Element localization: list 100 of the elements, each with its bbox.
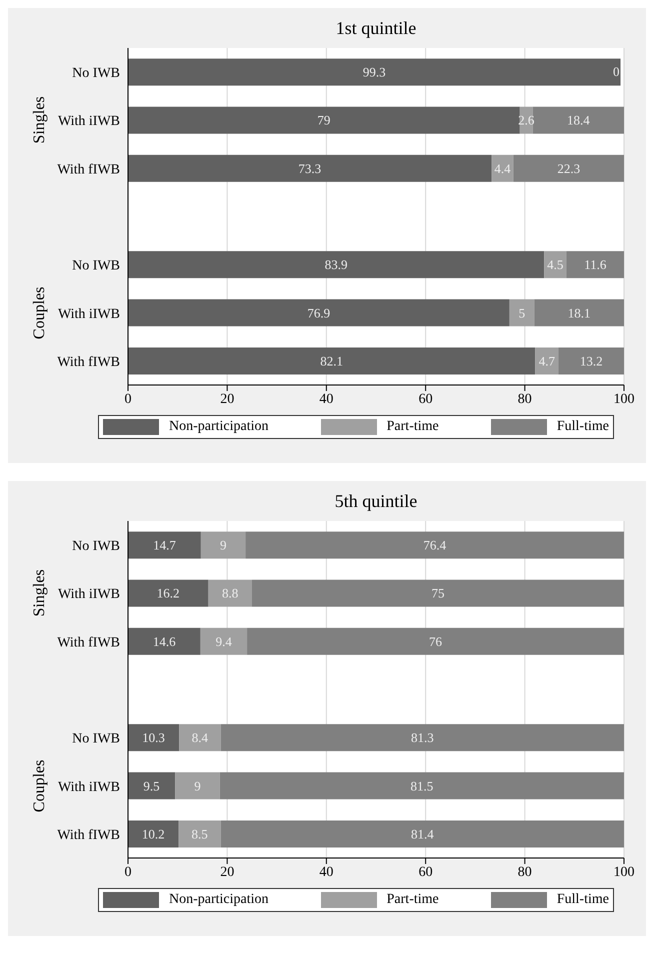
y-tick-label: With fIWB — [57, 635, 120, 650]
y-tick-label: No IWB — [72, 539, 120, 554]
bar — [128, 580, 208, 607]
x-tick-label: 40 — [319, 864, 334, 880]
y-tick-label: With fIWB — [57, 162, 120, 178]
y-tick-label: No IWB — [72, 66, 120, 82]
chart-title: 5th quintile — [334, 491, 418, 512]
bar — [566, 251, 624, 278]
text: Couples — [31, 760, 49, 812]
bar — [175, 772, 220, 800]
bar — [128, 58, 621, 86]
data-label: 81.3 — [411, 730, 434, 746]
bar — [128, 532, 201, 559]
bar — [534, 299, 624, 326]
data-label: 14.7 — [153, 538, 176, 553]
data-label: 76 — [429, 634, 443, 649]
bar — [544, 251, 566, 278]
y-tick-label: With iIWB — [58, 114, 120, 130]
bar — [128, 347, 536, 374]
data-label: 9.4 — [216, 634, 232, 649]
data-label: 9 — [194, 778, 201, 794]
text: Singles — [31, 96, 49, 144]
data-label: 8.4 — [192, 730, 209, 746]
y-tick-label: With iIWB — [58, 306, 120, 322]
x-tick-label: 0 — [124, 392, 132, 407]
bar — [128, 154, 492, 182]
data-label: 8.5 — [192, 826, 208, 842]
bar — [220, 772, 624, 800]
legend-label: Part-time — [386, 419, 439, 435]
y-tick-label: With fIWB — [57, 354, 120, 370]
bar — [200, 532, 246, 559]
data-label: 73.3 — [298, 160, 322, 176]
data-label: 10.2 — [142, 826, 165, 842]
data-label: 16.2 — [156, 586, 180, 601]
data-label: 18.4 — [566, 112, 590, 128]
chart-title: 1st quintile — [334, 18, 418, 39]
bar — [128, 724, 180, 752]
data-label: 76.9 — [307, 305, 330, 320]
data-label: 5 — [518, 305, 526, 320]
bar — [558, 347, 624, 374]
data-label: 9 — [220, 538, 226, 553]
x-tick-label: 40 — [319, 392, 334, 407]
data-label: 22.3 — [557, 160, 580, 176]
x-tick-label: 100 — [614, 864, 634, 880]
y-tick-label: With fIWB — [57, 828, 120, 843]
bar — [208, 580, 252, 607]
x-tick-label: 100 — [614, 392, 634, 407]
x-tick-label: 80 — [518, 392, 532, 407]
bar — [128, 106, 520, 134]
legend-label: Non-participation — [169, 419, 269, 435]
bar — [532, 106, 624, 134]
data-label: 83.9 — [324, 257, 348, 272]
bar — [200, 628, 248, 655]
data-label: 4.4 — [494, 160, 512, 176]
bar — [247, 628, 624, 655]
bar — [492, 154, 514, 182]
bar — [128, 820, 179, 848]
bar — [178, 820, 221, 848]
data-label: 11.6 — [584, 257, 607, 272]
data-label: 82.1 — [320, 353, 343, 368]
x-tick-label: 60 — [418, 864, 433, 880]
bar — [128, 299, 510, 326]
bar — [246, 532, 624, 559]
bar — [220, 724, 624, 752]
text: Couples — [31, 286, 49, 340]
data-label: 76.4 — [423, 538, 447, 553]
bar — [252, 580, 624, 607]
x-tick-label: 0 — [124, 864, 132, 880]
bar — [220, 820, 624, 848]
x-tick-label: 20 — [220, 864, 234, 880]
data-label: 81.4 — [411, 826, 434, 842]
data-label: 10.3 — [142, 730, 165, 746]
data-label: 9.5 — [143, 778, 160, 794]
x-tick-label: 20 — [220, 392, 234, 407]
data-label: 14.6 — [152, 634, 176, 649]
data-label: 8.8 — [222, 586, 238, 601]
y-tick-label: With iIWB — [58, 587, 120, 602]
legend-label: Non-participation — [169, 892, 269, 908]
bar — [513, 154, 624, 182]
bar — [179, 724, 221, 752]
legend-label: Full-time — [556, 892, 609, 908]
data-label: 79 — [317, 112, 330, 128]
data-label: 81.5 — [410, 778, 434, 794]
y-tick-label: No IWB — [72, 732, 120, 747]
x-tick-label: 60 — [418, 392, 433, 407]
y-tick-label: No IWB — [72, 258, 120, 274]
data-label: 0 — [613, 64, 621, 80]
bar — [128, 628, 200, 655]
bar — [509, 299, 534, 326]
text: Singles — [31, 570, 49, 617]
data-label: 13.2 — [580, 353, 603, 368]
x-tick-label: 80 — [518, 864, 532, 880]
legend-label: Full-time — [556, 419, 609, 435]
data-label: 18.1 — [568, 305, 590, 320]
data-label: 99.3 — [362, 64, 386, 80]
bar — [535, 347, 559, 374]
data-label: 4.7 — [538, 353, 556, 368]
bar — [128, 772, 176, 800]
bar — [128, 251, 544, 278]
data-label: 4.5 — [547, 257, 564, 272]
